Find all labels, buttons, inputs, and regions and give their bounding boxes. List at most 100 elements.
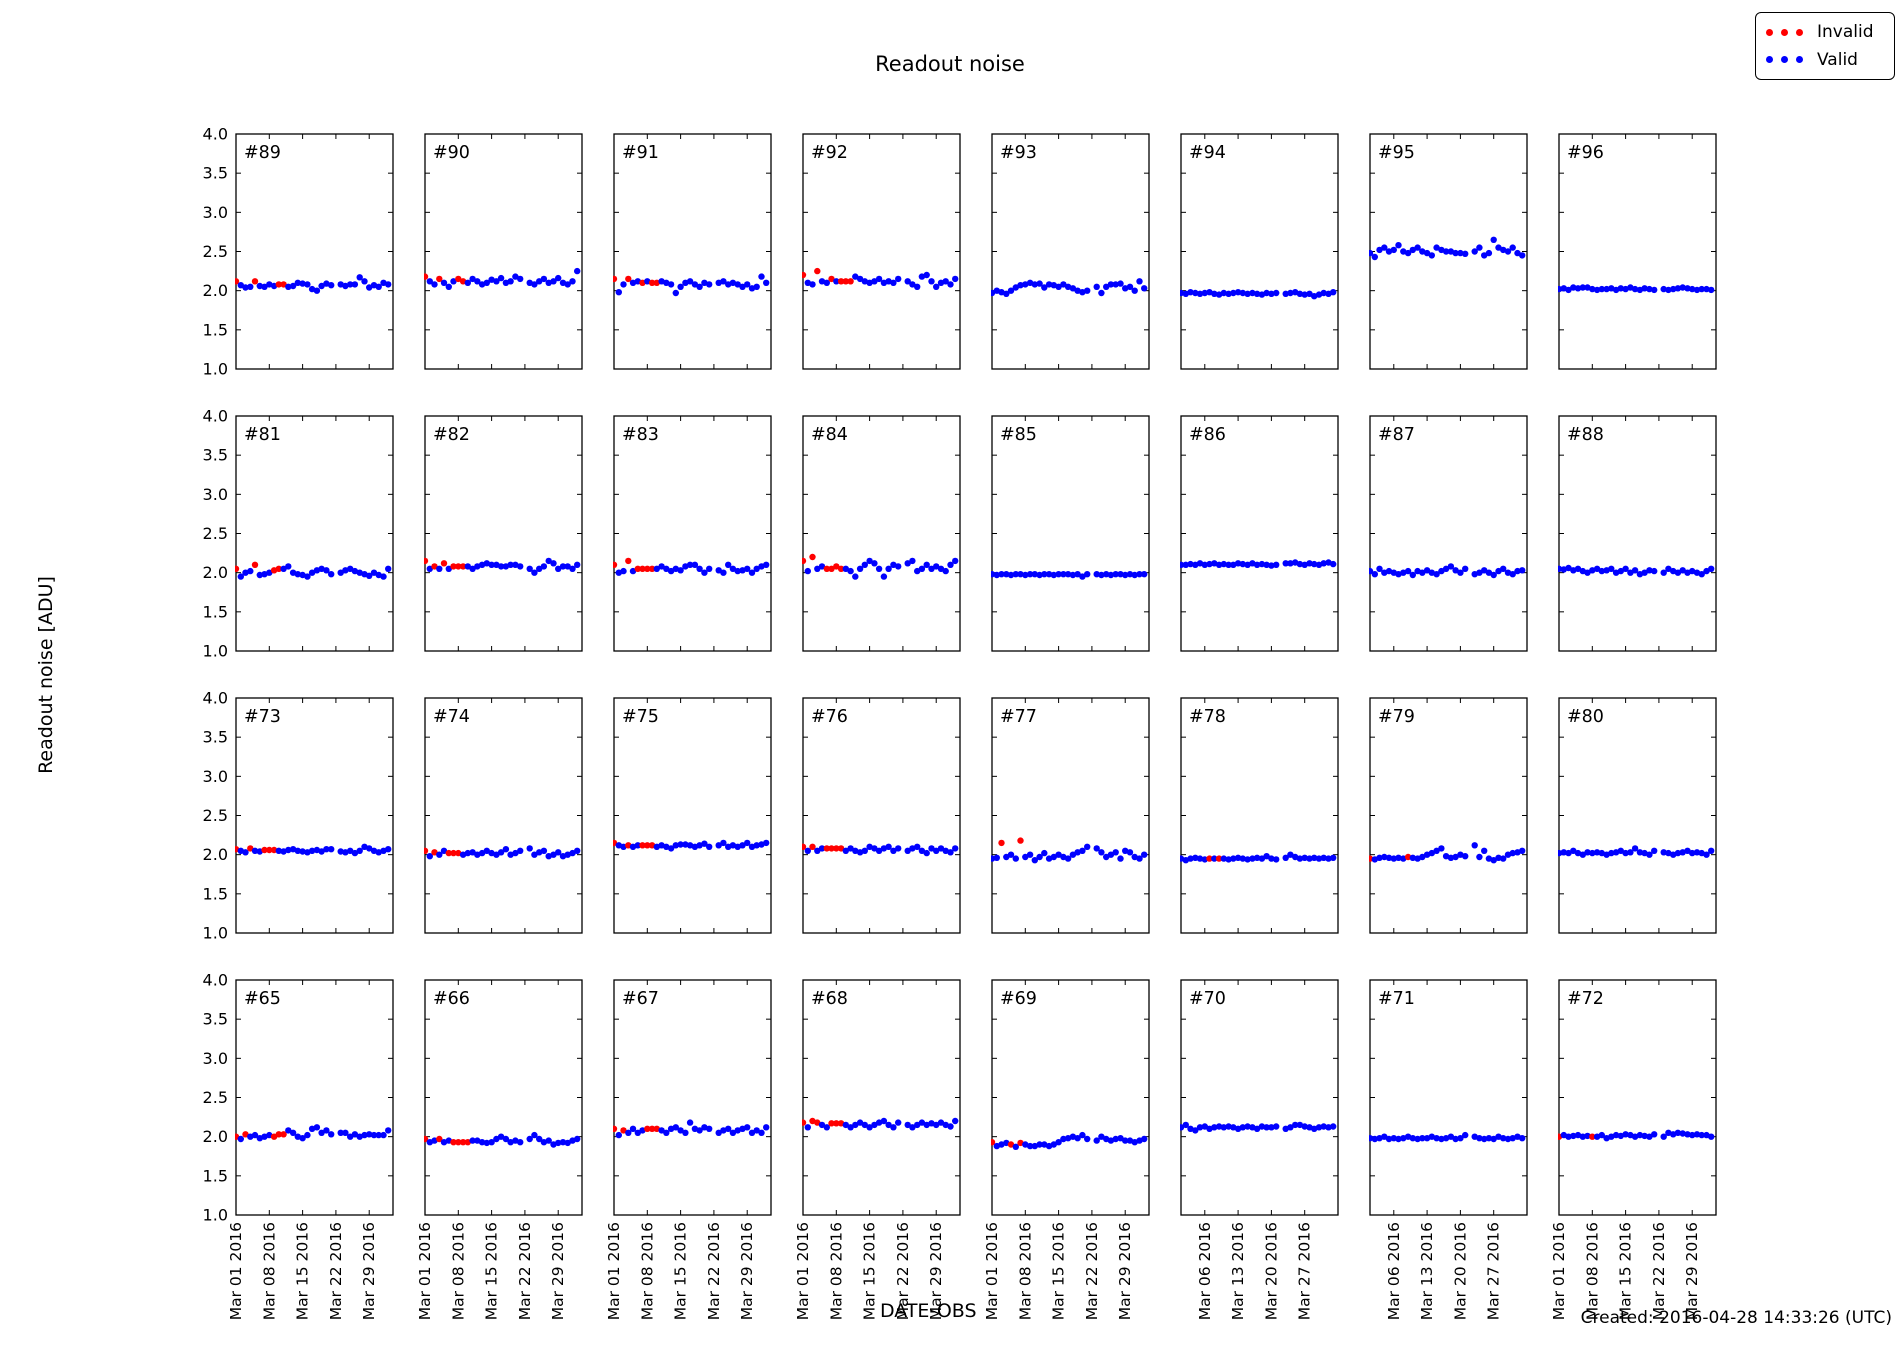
data-point — [620, 567, 627, 575]
data-point — [947, 1123, 954, 1130]
data-point — [1263, 853, 1270, 860]
data-point — [1022, 1141, 1029, 1148]
data-point — [323, 846, 330, 853]
panel-label: #82 — [433, 425, 470, 445]
data-point — [1447, 854, 1455, 861]
data-point — [847, 567, 854, 575]
data-points — [235, 1124, 392, 1143]
y-ticks — [803, 415, 960, 652]
data-point — [445, 283, 452, 290]
data-points — [613, 839, 770, 852]
data-point — [1273, 289, 1280, 297]
data-point — [1007, 1141, 1015, 1148]
axes-frame — [1180, 979, 1339, 1216]
data-point — [1641, 569, 1648, 576]
data-point — [270, 846, 278, 854]
data-point — [1296, 290, 1304, 297]
data-point — [455, 563, 462, 570]
data-point — [828, 565, 835, 572]
data-point — [1126, 571, 1134, 578]
data-point — [991, 1139, 996, 1146]
data-point — [1376, 854, 1383, 861]
data-point — [507, 851, 514, 858]
data-point — [1263, 289, 1270, 297]
x-ticks — [613, 416, 748, 651]
data-point — [856, 565, 864, 572]
data-point — [1122, 847, 1129, 854]
data-points — [613, 273, 770, 297]
data-point — [1679, 1130, 1686, 1137]
data-point — [1462, 1131, 1469, 1139]
data-point — [1442, 565, 1450, 572]
data-point — [247, 283, 254, 290]
tick-label: Mar 08 2016 — [1016, 1222, 1034, 1320]
data-point — [450, 563, 457, 570]
data-point — [928, 278, 935, 285]
data-point — [885, 1121, 892, 1129]
data-point — [1371, 253, 1378, 261]
data-point — [933, 283, 940, 290]
data-point — [1400, 1135, 1407, 1142]
data-point — [1287, 560, 1294, 567]
data-point — [550, 851, 557, 858]
data-point — [1196, 855, 1204, 862]
data-point — [1608, 1133, 1615, 1140]
x-ticks — [1558, 416, 1693, 651]
data-point — [691, 561, 699, 568]
data-point — [375, 849, 382, 856]
data-points — [991, 1131, 1148, 1150]
data-point — [1282, 560, 1289, 567]
data-point — [375, 571, 382, 579]
data-point — [266, 1131, 273, 1139]
data-point — [875, 847, 883, 854]
data-point — [861, 561, 868, 568]
data-point — [531, 1131, 538, 1139]
y-ticks — [1559, 979, 1716, 1216]
data-point — [639, 842, 646, 849]
data-point — [1112, 849, 1119, 856]
data-point — [1385, 1135, 1393, 1143]
data-point — [1036, 280, 1043, 287]
y-axis-label: Readout noise [ADU] — [35, 576, 57, 774]
data-point — [1211, 855, 1218, 862]
data-point — [308, 285, 316, 293]
y-ticks — [1181, 979, 1338, 1216]
data-point — [517, 275, 524, 283]
y-ticks — [1559, 415, 1716, 652]
data-point — [1404, 853, 1412, 861]
axes-frame — [613, 133, 772, 370]
data-point — [1457, 851, 1464, 858]
panel-label: #93 — [1000, 143, 1037, 163]
data-point — [1598, 567, 1605, 575]
data-point — [613, 561, 618, 568]
y-ticks — [614, 415, 771, 652]
data-point — [909, 1124, 916, 1131]
data-point — [237, 1135, 244, 1143]
tick-label: 2.0 — [203, 1127, 228, 1146]
data-point — [1268, 562, 1275, 569]
data-point — [1409, 1135, 1416, 1142]
data-point — [1239, 855, 1246, 862]
data-point — [1192, 1127, 1199, 1134]
data-point — [1519, 1135, 1526, 1142]
legend: Invalid Valid — [1755, 12, 1895, 80]
data-point — [686, 278, 694, 285]
y-tick-labels: 4.0 3.5 3.0 2.5 2.0 1.5 1.0 — [203, 971, 228, 1225]
tick-label: Mar 13 2016 — [1418, 1222, 1436, 1320]
data-point — [720, 569, 727, 576]
axes-frame — [424, 133, 583, 370]
data-point — [1017, 837, 1024, 844]
data-point — [1084, 287, 1091, 294]
panel-label: #76 — [811, 707, 848, 727]
data-point — [885, 565, 892, 572]
data-point — [1631, 845, 1639, 852]
data-point — [1098, 849, 1105, 856]
data-point — [715, 1129, 722, 1136]
data-point — [1395, 854, 1402, 861]
subplot-92: #92 — [802, 133, 961, 370]
data-point — [261, 846, 268, 854]
data-point — [342, 1129, 349, 1136]
data-point — [648, 565, 656, 572]
data-point — [1481, 847, 1488, 854]
data-point — [998, 839, 1005, 847]
